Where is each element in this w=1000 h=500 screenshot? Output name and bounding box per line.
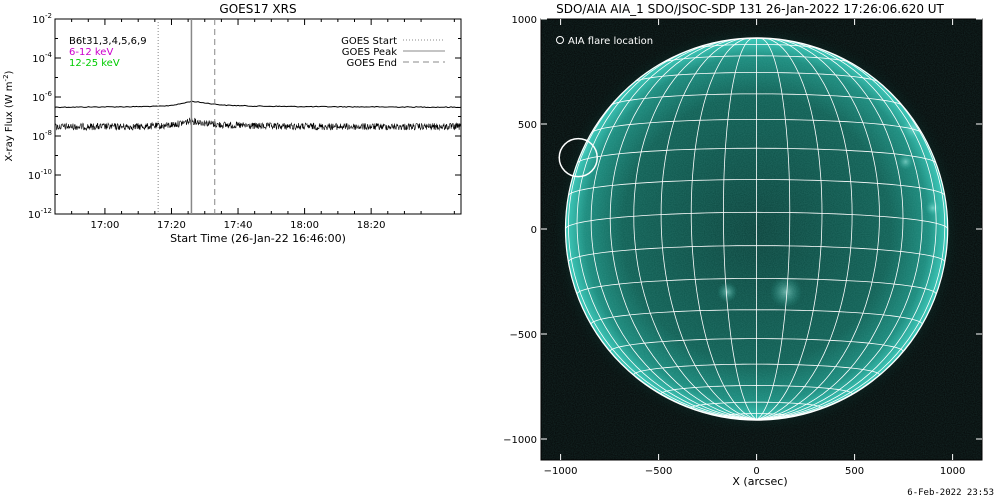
grid-line	[590, 40, 757, 420]
grid-line	[756, 38, 880, 420]
aia-y-tick-label: −500	[510, 330, 537, 341]
goes-event-lines	[157, 19, 216, 214]
grid-line	[756, 38, 904, 420]
aia-x-tick-label: 0	[753, 466, 759, 477]
grid-line	[609, 38, 757, 420]
aia-y-tick-label: 0	[531, 225, 537, 236]
aia-plot-frame	[540, 18, 983, 461]
flare-location-circle	[558, 137, 598, 178]
aia-y-axis: 1000 500 0 −500 −1000	[503, 15, 982, 446]
goes-channel-legend-label: 12-25 keV	[69, 58, 120, 69]
goes-x-tick-label: 17:00	[91, 220, 120, 231]
grid-line	[756, 40, 923, 420]
goes-x-tick-label: 17:40	[224, 220, 253, 231]
goes-x-tick-label: 18:00	[290, 220, 319, 231]
goes-event-legend-label: GOES Peak	[342, 47, 397, 58]
goes-y-axis: 10-2 10-4 10-6 10-8 10-10 10-12	[28, 12, 461, 221]
goes-plot-title: GOES17 XRS	[219, 2, 296, 16]
aia-x-tick-label: 500	[845, 466, 864, 477]
goes-curves	[55, 100, 461, 132]
aia-y-tick-label: 500	[518, 120, 537, 131]
aia-y-tick-label: −1000	[503, 435, 537, 446]
footer-timestamp: 6-Feb-2022 23:53	[907, 488, 994, 498]
grid-line	[690, 37, 757, 420]
flare-legend-marker	[556, 36, 564, 44]
grid-line	[576, 43, 757, 420]
grid-line	[756, 37, 791, 420]
goes-y-tick-label: 10-8	[32, 129, 52, 143]
goes-x-tick-label: 18:20	[357, 220, 386, 231]
grid-line	[756, 37, 853, 420]
aia-x-tick-label: 1000	[940, 466, 965, 477]
active-region	[770, 276, 802, 308]
goes-y-axis-label: X-ray Flux (W m-2)	[2, 70, 15, 161]
flare-legend-label: AIA flare location	[568, 36, 653, 47]
active-region	[925, 200, 941, 216]
aia-y-tick-label: 1000	[512, 15, 537, 26]
aia-legend: AIA flare location	[556, 36, 653, 47]
goes-channel-legend-label: B6t31,3,4,5,6,9	[69, 36, 147, 47]
goes-channel-legend-label: 6-12 keV	[69, 47, 113, 58]
aia-x-axis: −1000 −500 0 500 1000	[544, 19, 965, 477]
goes-x-axis-label: Start Time (26-Jan-22 16:46:00)	[170, 232, 346, 245]
goes-x-tick-label: 17:20	[157, 220, 186, 231]
grid-line	[756, 57, 946, 420]
grid-line	[633, 38, 757, 420]
goes-y-tick-label: 10-2	[32, 12, 52, 26]
goes-x-axis: 17:00 17:20 17:40 18:00 18:20	[54, 19, 455, 231]
aia-x-tick-label: −500	[645, 466, 672, 477]
aia-x-tick-label: −1000	[544, 466, 578, 477]
aia-plot-title: SDO/AIA AIA_1 SDO/JSOC-SDP 131 26-Jan-20…	[556, 2, 944, 16]
grid-line	[756, 37, 823, 420]
goes-series-short	[55, 117, 461, 132]
grid-line	[756, 43, 937, 420]
goes-plot-frame	[54, 18, 462, 215]
active-region	[717, 282, 738, 302]
active-region	[897, 153, 914, 170]
grid-line	[567, 57, 757, 420]
solar-limb	[564, 37, 949, 421]
goes-y-tick-label: 10-12	[28, 207, 52, 221]
goes-lightcurve-plot: GOES17 XRS 10-2 10-4 10-6 10-8 10-10 10-12 17…	[2, 2, 462, 245]
goes-y-tick-label: 10-6	[32, 90, 52, 104]
grid-line	[660, 37, 757, 420]
aia-x-axis-label: X (arcsec)	[732, 475, 787, 488]
grid-line	[722, 37, 757, 420]
sun-disk	[550, 22, 963, 436]
goes-y-tick-label: 10-4	[32, 51, 52, 65]
aia-image-plot: SDO/AIA AIA_1 SDO/JSOC-SDP 131 26-Jan-20…	[503, 2, 983, 488]
goes-series-long	[55, 100, 461, 109]
goes-event-legend-label: GOES End	[347, 58, 397, 69]
goes-event-legend-label: GOES Start	[341, 36, 397, 47]
goes-y-tick-label: 10-10	[28, 168, 52, 182]
